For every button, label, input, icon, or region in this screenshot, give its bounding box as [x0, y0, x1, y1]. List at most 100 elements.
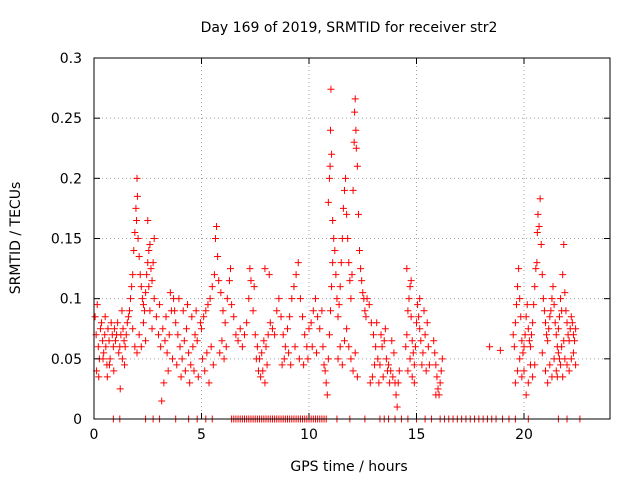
data-point	[196, 319, 204, 327]
data-point	[99, 337, 107, 345]
data-point	[416, 325, 424, 333]
data-point	[533, 259, 541, 267]
y-tick-label: 0	[73, 412, 82, 428]
data-point	[250, 283, 258, 291]
data-point	[519, 349, 527, 357]
data-point	[115, 349, 123, 357]
data-point	[436, 379, 444, 387]
data-point	[309, 307, 317, 315]
data-point	[371, 361, 379, 369]
data-point	[209, 361, 217, 369]
data-point	[526, 343, 534, 351]
data-point	[185, 349, 193, 357]
data-point	[540, 307, 548, 315]
data-point	[402, 343, 410, 351]
data-point	[133, 174, 141, 182]
data-point	[327, 126, 334, 134]
data-point	[431, 349, 439, 357]
data-point	[106, 355, 114, 363]
data-point	[165, 331, 173, 339]
data-point	[535, 222, 543, 230]
data-point	[520, 367, 528, 375]
data-point	[121, 343, 129, 351]
data-point	[325, 174, 333, 182]
data-point	[356, 247, 364, 255]
data-point	[388, 337, 396, 345]
data-point	[164, 367, 172, 375]
data-point	[132, 204, 140, 212]
data-point	[340, 337, 348, 345]
data-point	[407, 313, 415, 321]
data-point	[352, 126, 360, 134]
data-point	[139, 301, 147, 309]
data-point	[552, 367, 560, 375]
data-point	[215, 277, 223, 285]
data-point	[346, 277, 354, 285]
data-point	[407, 277, 415, 285]
data-point	[516, 355, 524, 363]
data-point	[131, 343, 139, 351]
data-point	[150, 235, 158, 242]
data-point	[171, 307, 179, 315]
data-point	[263, 361, 271, 369]
data-point	[416, 295, 424, 303]
data-point	[216, 349, 224, 357]
data-point	[565, 367, 573, 375]
data-point	[116, 385, 124, 393]
data-point	[150, 295, 158, 303]
data-point	[514, 283, 522, 291]
data-point	[558, 343, 566, 351]
data-point	[413, 319, 420, 327]
data-point	[351, 108, 359, 116]
data-point	[228, 301, 236, 309]
data-point	[417, 337, 425, 345]
data-point	[362, 313, 370, 321]
data-point	[323, 391, 331, 399]
data-point	[549, 283, 557, 291]
data-point	[486, 343, 494, 351]
data-point	[404, 307, 412, 315]
data-point	[522, 313, 530, 321]
data-point	[93, 301, 101, 309]
data-point	[273, 307, 281, 315]
data-point	[166, 289, 174, 297]
data-point	[133, 349, 141, 357]
data-point	[217, 289, 225, 297]
data-point	[557, 295, 565, 303]
data-point	[418, 361, 426, 369]
data-point	[528, 331, 536, 339]
data-point	[144, 216, 152, 224]
data-point	[110, 325, 118, 333]
data-point	[531, 361, 539, 369]
data-point	[329, 216, 337, 224]
data-point	[434, 385, 442, 393]
x-tick-label: 15	[408, 427, 426, 443]
axis-ticks: 0 5 10 15 20 0 0.05 0.1 0.15 0.2 0.25 0.3	[51, 51, 610, 443]
data-point	[410, 379, 418, 387]
data-point	[339, 204, 347, 212]
data-point	[284, 325, 291, 333]
data-point	[143, 271, 151, 279]
data-point	[366, 379, 374, 387]
data-point	[514, 367, 522, 375]
data-point	[101, 331, 109, 339]
chart-title: Day 169 of 2019, SRMTID for receiver str…	[201, 20, 498, 36]
data-point	[353, 373, 361, 381]
data-point	[561, 289, 569, 297]
data-point	[191, 331, 199, 339]
data-point	[296, 295, 304, 303]
data-point	[222, 343, 230, 351]
data-point	[509, 331, 517, 339]
data-point	[404, 367, 412, 375]
data-point	[372, 343, 380, 351]
data-point	[342, 174, 350, 182]
data-point	[232, 331, 240, 339]
data-point	[182, 325, 190, 333]
data-point	[168, 355, 176, 363]
data-point	[534, 210, 542, 218]
data-point	[385, 361, 393, 369]
data-point	[174, 331, 182, 339]
data-point	[563, 361, 571, 369]
data-point	[380, 337, 388, 345]
data-point	[180, 337, 188, 345]
